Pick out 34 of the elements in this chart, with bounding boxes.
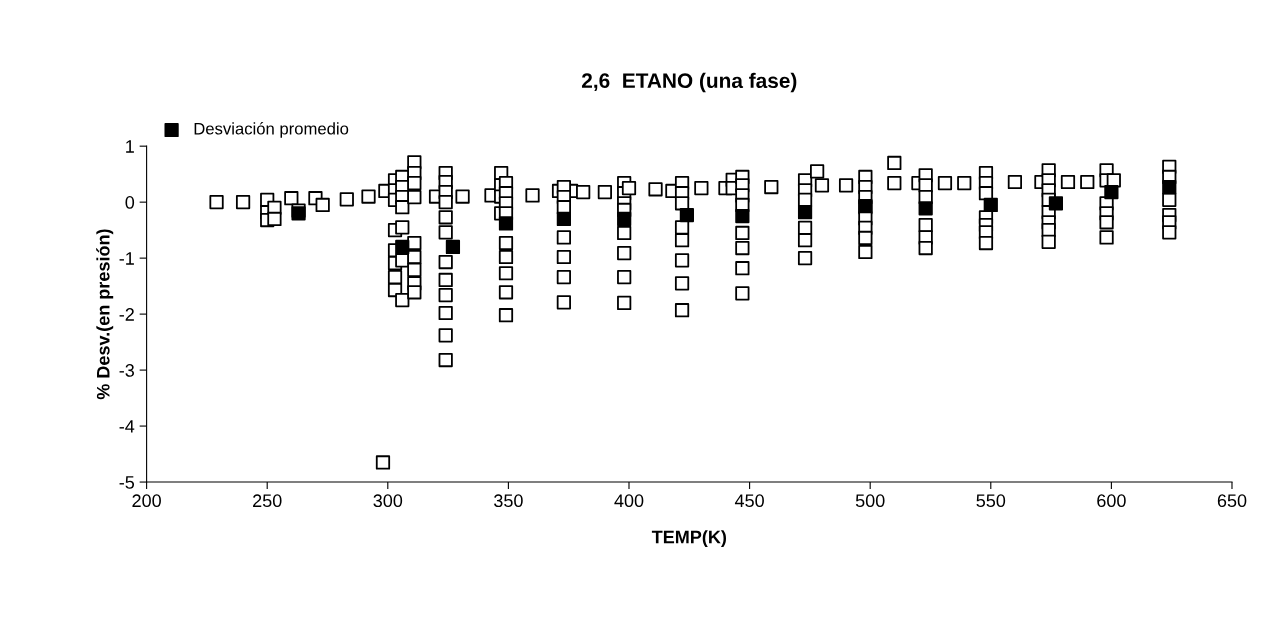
point — [679, 207, 695, 223]
point — [1162, 179, 1177, 195]
point — [983, 197, 998, 213]
x-tick-label: 600 — [1097, 494, 1126, 508]
y-tick-label: -4 — [119, 420, 135, 433]
point — [395, 239, 410, 255]
x-tick-label: 300 — [373, 494, 403, 508]
x-tick-label: 200 — [132, 494, 161, 508]
x-tick-label: 350 — [494, 494, 523, 508]
point — [498, 216, 514, 231]
x-tick-label: 650 — [1217, 494, 1247, 508]
x-tick-label: 400 — [614, 494, 644, 508]
point — [1104, 184, 1119, 200]
point — [617, 211, 632, 227]
x-tick-label: 250 — [253, 494, 282, 508]
x-tick-label: 550 — [976, 494, 1006, 508]
y-tick-label: 1 — [126, 140, 134, 153]
y-tick-label: -5 — [119, 476, 135, 489]
y-tick-label: -1 — [119, 252, 134, 265]
y-tick-label: 0 — [125, 196, 135, 209]
point — [797, 205, 813, 220]
point — [918, 201, 933, 216]
y-axis-title: % Desv.(en presión) — [96, 229, 114, 400]
y-tick-label: -2 — [119, 308, 134, 321]
point — [556, 211, 571, 227]
point — [735, 209, 750, 224]
legend-label: Desviación promedio — [194, 122, 349, 138]
x-tick-label: 450 — [734, 494, 764, 508]
y-tick-label: -3 — [119, 364, 135, 377]
point — [1048, 196, 1064, 211]
point — [445, 239, 461, 255]
x-tick-label: 500 — [855, 494, 885, 508]
x-axis-title: TEMP(K) — [651, 530, 727, 547]
chart-title: 2,6 ETANO (una fase) — [581, 72, 797, 93]
